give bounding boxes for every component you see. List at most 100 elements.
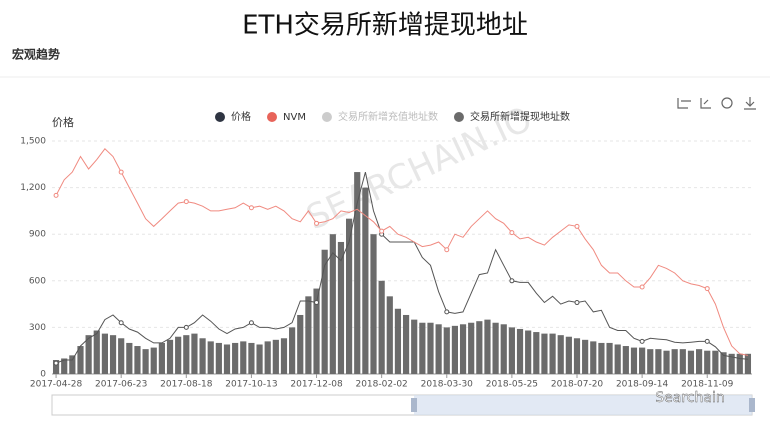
- bar: [118, 338, 125, 374]
- bar: [329, 234, 336, 374]
- bar: [573, 338, 581, 374]
- brand-label: Searchain: [655, 390, 724, 406]
- restore-icon[interactable]: [721, 97, 733, 109]
- bar: [109, 335, 117, 374]
- bar: [492, 322, 499, 374]
- y-axis-label: 价格: [52, 115, 74, 129]
- bar: [744, 353, 752, 374]
- point: [53, 192, 59, 198]
- bar: [183, 335, 190, 374]
- bar: [264, 341, 271, 374]
- bar: [484, 319, 491, 374]
- bar: [557, 335, 564, 374]
- point: [314, 220, 320, 226]
- x-tick-label: 2018-03-30: [421, 380, 474, 390]
- x-tick-label: 2017-04-28: [30, 380, 83, 390]
- point: [183, 199, 189, 205]
- point: [574, 223, 580, 229]
- bar: [394, 308, 402, 374]
- bar: [354, 172, 361, 374]
- bar: [240, 341, 247, 374]
- bar: [614, 344, 621, 374]
- point: [118, 320, 124, 326]
- section-title: 宏观趋势: [12, 47, 60, 62]
- point: [118, 169, 124, 175]
- bar: [411, 319, 418, 374]
- bar: [199, 338, 206, 374]
- datazoom-handle[interactable]: [411, 398, 417, 412]
- legend-swatch: [453, 112, 464, 122]
- bar: [232, 342, 239, 374]
- bar: [69, 355, 76, 374]
- legend-label[interactable]: 交易所新增充值地址数: [338, 110, 438, 123]
- bar: [346, 218, 353, 374]
- legend: 价格 NVM 交易所新增充值地址数 交易所新增提现地址数: [215, 110, 570, 123]
- bar: [321, 249, 328, 374]
- point: [509, 230, 515, 236]
- point: [183, 324, 189, 330]
- bar: [687, 350, 695, 374]
- bar: [720, 352, 727, 374]
- bar: [52, 360, 60, 374]
- bar: [541, 333, 548, 374]
- x-tick-label: 2017-10-13: [225, 380, 277, 390]
- bar: [337, 241, 345, 374]
- x-tick-label: 2017-12-08: [290, 380, 343, 390]
- bar: [248, 342, 255, 374]
- y-tick-label: 300: [29, 323, 46, 333]
- x-tick-label: 2018-09-14: [616, 380, 669, 390]
- legend-label[interactable]: NVM: [283, 112, 306, 123]
- legend-label[interactable]: 价格: [231, 110, 251, 123]
- zoom-icon[interactable]: [677, 98, 691, 109]
- legend-swatch: [215, 112, 225, 122]
- bar: [549, 333, 556, 374]
- bar: [704, 350, 711, 374]
- zoom-reset-icon[interactable]: [700, 98, 711, 109]
- bar: [142, 349, 149, 374]
- bar: [606, 342, 613, 374]
- x-tick-label: 2017-06-23: [95, 380, 147, 390]
- legend-swatch: [321, 112, 332, 122]
- bar: [256, 344, 263, 374]
- bar: [468, 322, 475, 374]
- x-tick-label: 2018-07-20: [551, 380, 604, 390]
- bar: [582, 339, 589, 374]
- bar: [191, 333, 198, 374]
- legend-label[interactable]: 交易所新增提现地址数: [470, 110, 570, 123]
- y-tick-label: 0: [40, 370, 46, 380]
- bar: [443, 327, 450, 374]
- y-tick-label: 1,200: [20, 183, 46, 193]
- toolbox[interactable]: [677, 97, 756, 110]
- save-icon[interactable]: [744, 97, 756, 110]
- point: [248, 205, 254, 211]
- bar: [207, 341, 214, 374]
- bar: [712, 350, 719, 374]
- bar: [313, 288, 320, 374]
- bar: [378, 280, 385, 374]
- bar: [93, 330, 100, 374]
- bar: [419, 322, 426, 374]
- point: [639, 284, 645, 290]
- x-tick-label: 2018-02-02: [355, 380, 407, 390]
- bar: [126, 342, 133, 374]
- point: [574, 300, 580, 306]
- bar: [215, 342, 222, 374]
- datazoom-window[interactable]: [414, 395, 752, 415]
- point: [379, 228, 385, 234]
- y-tick-label: 1,500: [20, 137, 46, 147]
- x-tick-label: 2018-11-09: [681, 380, 734, 390]
- bar: [655, 349, 662, 374]
- datazoom-handle[interactable]: [749, 398, 755, 412]
- bar: [671, 349, 678, 374]
- bar: [280, 338, 288, 374]
- bar: [516, 328, 524, 374]
- bar: [386, 296, 393, 374]
- point: [314, 300, 320, 306]
- plot: 0 300 600 900 1,200 1,500 2017-04-28 2017-06-23…: [20, 137, 752, 390]
- bar: [451, 325, 458, 374]
- legend-swatch: [267, 112, 277, 122]
- bar: [166, 339, 174, 374]
- bar: [150, 347, 157, 374]
- bar: [61, 358, 68, 374]
